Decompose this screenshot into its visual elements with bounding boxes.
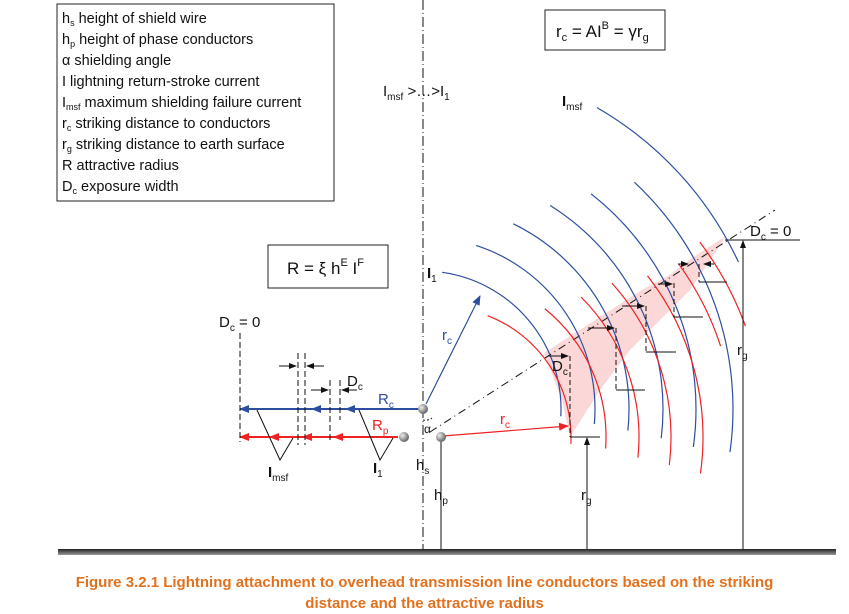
rg-arrows: [570, 240, 746, 550]
dc-zero-right-label: Dc = 0: [750, 223, 791, 243]
dc-left-label: Dc: [347, 373, 363, 393]
caption-line-2: distance and the attractive radius: [305, 595, 544, 612]
i1-left-label: I1: [373, 460, 383, 480]
red-striking-arc: [678, 263, 722, 347]
rc-red-label: rc: [500, 411, 510, 431]
legend-item: rc striking distance to conductors: [62, 116, 270, 133]
striking-distance-formula: rc = AIB = γrg: [544, 9, 666, 51]
shielding-angle-arc: [422, 417, 433, 421]
exposure-width-marks: [548, 239, 800, 437]
blue-striking-arc: [634, 181, 734, 453]
Rc-label: Rc: [378, 391, 394, 411]
blue-striking-arc: [596, 107, 739, 263]
red-striking-arc: [580, 296, 640, 458]
svg-text:rc = AIB = γrg: rc = AIB = γrg: [556, 20, 649, 44]
blue-striking-arc: [475, 244, 596, 425]
hs-label: hs: [416, 457, 429, 477]
attractive-radius-formula: R = ξ hE IF: [267, 244, 389, 289]
legend-item: R attractive radius: [62, 158, 179, 174]
blue-striking-arc: [590, 193, 697, 448]
alpha-label: α: [424, 422, 431, 436]
blue-striking-arc: [513, 223, 630, 431]
caption-line-1: Figure 3.2.1 Lightning attachment to ove…: [75, 574, 774, 591]
i1-label: I1: [427, 265, 437, 285]
rc-blue-label: rc: [442, 327, 452, 347]
figure-caption: Figure 3.2.1 Lightning attachment to ove…: [0, 572, 849, 614]
legend-item: Imsf maximum shielding failure current: [62, 95, 301, 112]
legend-item: rg striking distance to earth surface: [62, 137, 285, 154]
rg-label-1: rg: [581, 487, 592, 507]
shield-wire: [418, 404, 428, 414]
rc-shield-arrow: [425, 295, 481, 405]
phase-conductor-left: [399, 432, 409, 442]
rc-phase-arrow: [442, 422, 569, 437]
dc-right-label: Dc: [552, 358, 568, 378]
legend-item: I lightning return-stroke current: [62, 74, 259, 90]
svg-text:R = ξ hE IF: R = ξ hE IF: [287, 257, 364, 278]
legend-box: hs height of shield wire hp height of pha…: [56, 3, 335, 202]
legend-item: hs height of shield wire: [62, 11, 207, 28]
Rp-label: Rp: [372, 417, 389, 437]
blue-striking-arc: [442, 271, 562, 417]
red-striking-arc: [544, 308, 607, 449]
ground: [58, 549, 836, 555]
current-order-label: Imsf >…>I1: [383, 83, 450, 103]
red-striking-arc: [611, 282, 672, 466]
exposure-line: [429, 209, 776, 433]
hp-label: hp: [434, 487, 448, 507]
legend-item: Dc exposure width: [62, 179, 179, 196]
legend-item: hp height of phase conductors: [62, 32, 253, 49]
rg-label-2: rg: [737, 342, 748, 362]
left-exposure-marks: [239, 333, 394, 462]
red-striking-arc: [646, 275, 704, 474]
dc-zero-left-label: Dc = 0: [219, 314, 260, 334]
exposure-region: [544, 236, 726, 437]
phase-conductor: [436, 432, 446, 442]
imsf-left-label: Imsf: [268, 464, 289, 484]
imsf-label: Imsf: [562, 93, 583, 113]
legend-item: α shielding angle: [62, 53, 171, 69]
